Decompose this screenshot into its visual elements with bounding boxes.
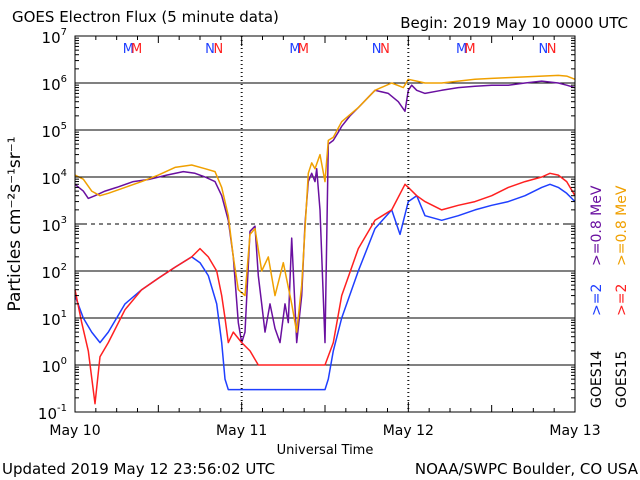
- midnight-marker: M: [298, 42, 309, 57]
- midnight-marker: M: [456, 42, 467, 57]
- mn-markers: MM NN MM NN MM NN: [123, 42, 557, 57]
- legend-item-label: >=0.8 MeV: [589, 185, 605, 266]
- noon-marker: N: [372, 42, 382, 57]
- updated-timestamp: Updated 2019 May 12 23:56:02 UTC: [2, 460, 276, 478]
- legend-group-label: GOES15: [614, 351, 630, 408]
- chart-title: GOES Electron Flux (5 minute data): [12, 8, 279, 26]
- midnight-marker: M: [464, 42, 475, 57]
- legend-item-label: >=2: [589, 284, 605, 316]
- axis-ticks: [74, 35, 576, 413]
- y-tick-label: 104: [42, 168, 67, 188]
- x-tick-label: May 13: [549, 423, 600, 439]
- y-tick-label: 107: [42, 27, 67, 47]
- y-tick-label: 102: [42, 262, 67, 282]
- noon-marker: N: [380, 42, 390, 57]
- y-axis-title: Particles cm⁻²s⁻¹sr⁻¹: [5, 136, 25, 311]
- noon-marker: N: [205, 42, 215, 57]
- axis-labels: 10-1 100 101 102 103 104 105 106 107 May 10 May 11…: [5, 27, 601, 458]
- x-axis-title: Universal Time: [277, 443, 374, 458]
- midnight-marker: M: [289, 42, 300, 57]
- legend: GOES14 >=2 >=0.8 MeV GOES15 >=2 >=0.8 MeV: [589, 185, 630, 408]
- credit-label: NOAA/SWPC Boulder, CO USA: [414, 460, 638, 478]
- legend-item-label: >=0.8 MeV: [614, 185, 630, 266]
- series-line-2: [74, 183, 576, 391]
- y-tick-label: 100: [42, 356, 67, 376]
- noon-marker: N: [213, 42, 223, 57]
- midnight-marker: M: [131, 42, 142, 57]
- noon-marker: N: [547, 42, 557, 57]
- y-tick-label: 101: [42, 309, 67, 329]
- x-tick-label: May 10: [49, 423, 100, 439]
- y-tick-label: 106: [42, 74, 67, 94]
- series-line-3: [74, 172, 576, 405]
- legend-item-label: >=2: [614, 284, 630, 316]
- legend-group-label: GOES14: [589, 350, 605, 408]
- noon-marker: N: [538, 42, 548, 57]
- y-tick-label: 105: [42, 121, 67, 141]
- y-tick-label: 103: [42, 215, 67, 235]
- x-tick-label: May 12: [383, 423, 434, 439]
- midnight-marker: M: [123, 42, 134, 57]
- y-tick-label: 10-1: [38, 403, 67, 423]
- begin-time-label: Begin: 2019 May 10 0000 UTC: [400, 14, 628, 32]
- x-tick-label: May 11: [216, 423, 267, 439]
- series-lines: [74, 74, 576, 405]
- series-line-0: [74, 80, 576, 344]
- series-line-1: [74, 74, 576, 333]
